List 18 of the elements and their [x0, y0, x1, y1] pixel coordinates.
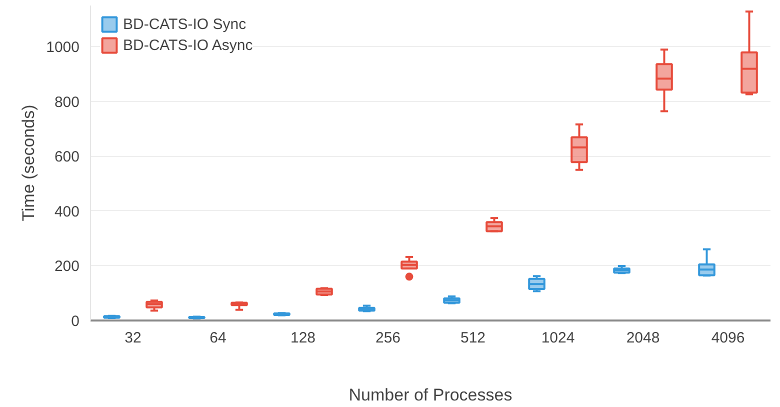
y-tick-label: 400: [54, 203, 80, 220]
y-axis-title: Time (seconds): [19, 104, 38, 222]
y-tick-label: 200: [54, 258, 80, 276]
y-tick-label: 0: [71, 313, 80, 330]
y-tick-label: 600: [54, 148, 80, 166]
x-tick-label: 32: [124, 330, 142, 346]
x-tick-label: 64: [210, 330, 226, 346]
x-axis-title: Number of Processes: [348, 386, 512, 404]
x-tick-label: 512: [460, 330, 486, 346]
x-tick-label: 1024: [541, 330, 575, 346]
x-tick-label: 128: [290, 330, 316, 346]
x-tick-label: 256: [375, 330, 401, 346]
y-tick-label: 800: [54, 94, 80, 111]
legend-label: BD-CATS-IO Async: [123, 36, 253, 54]
x-tick-label: 2048: [626, 330, 660, 346]
legend-label: BD-CATS-IO Sync: [123, 16, 246, 32]
x-tick-label: 4096: [711, 330, 745, 346]
y-tick-label: 1000: [46, 39, 80, 56]
